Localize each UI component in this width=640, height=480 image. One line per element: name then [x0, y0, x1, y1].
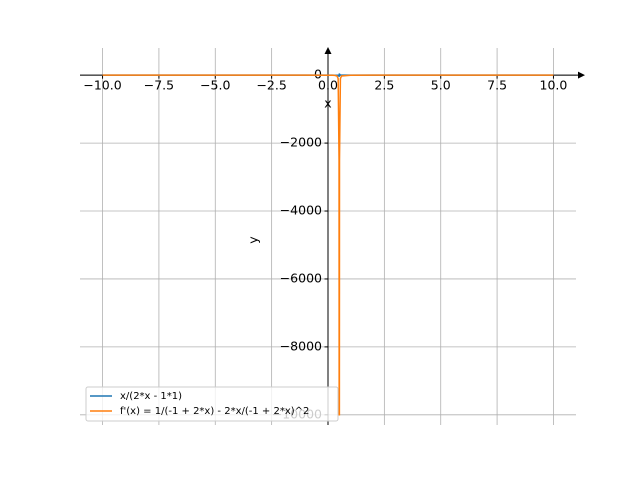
y-tick-label: −8000: [280, 338, 322, 353]
legend: x/(2*x - 1*1) f'(x) = 1/(-1 + 2*x) - 2*x/…: [85, 386, 339, 422]
x-tick-label: 2.5: [374, 78, 394, 93]
y-tick-label: 0: [314, 67, 322, 82]
x-arrow: [578, 71, 585, 79]
x-tick-label: 10.0: [540, 78, 568, 93]
series-line: [102, 74, 554, 416]
y-axis-label: y: [246, 236, 261, 244]
x-tick-label: 5.0: [431, 78, 451, 93]
y-tick-label: −4000: [280, 203, 322, 218]
y-tick-label: −6000: [280, 270, 322, 285]
legend-label: f'(x) = 1/(-1 + 2*x) - 2*x/(-1 + 2*x)^2: [120, 406, 309, 417]
legend-label: x/(2*x - 1*1): [120, 391, 182, 402]
y-tick-label: −2000: [280, 135, 322, 150]
x-tick-label: −10.0: [83, 78, 121, 93]
x-tick-label: 7.5: [487, 78, 507, 93]
x-tick-label: −7.5: [144, 78, 174, 93]
y-arrow: [324, 47, 332, 54]
x-tick-label: −5.0: [200, 78, 230, 93]
legend-box: [85, 386, 339, 422]
x-tick-label: −2.5: [256, 78, 286, 93]
